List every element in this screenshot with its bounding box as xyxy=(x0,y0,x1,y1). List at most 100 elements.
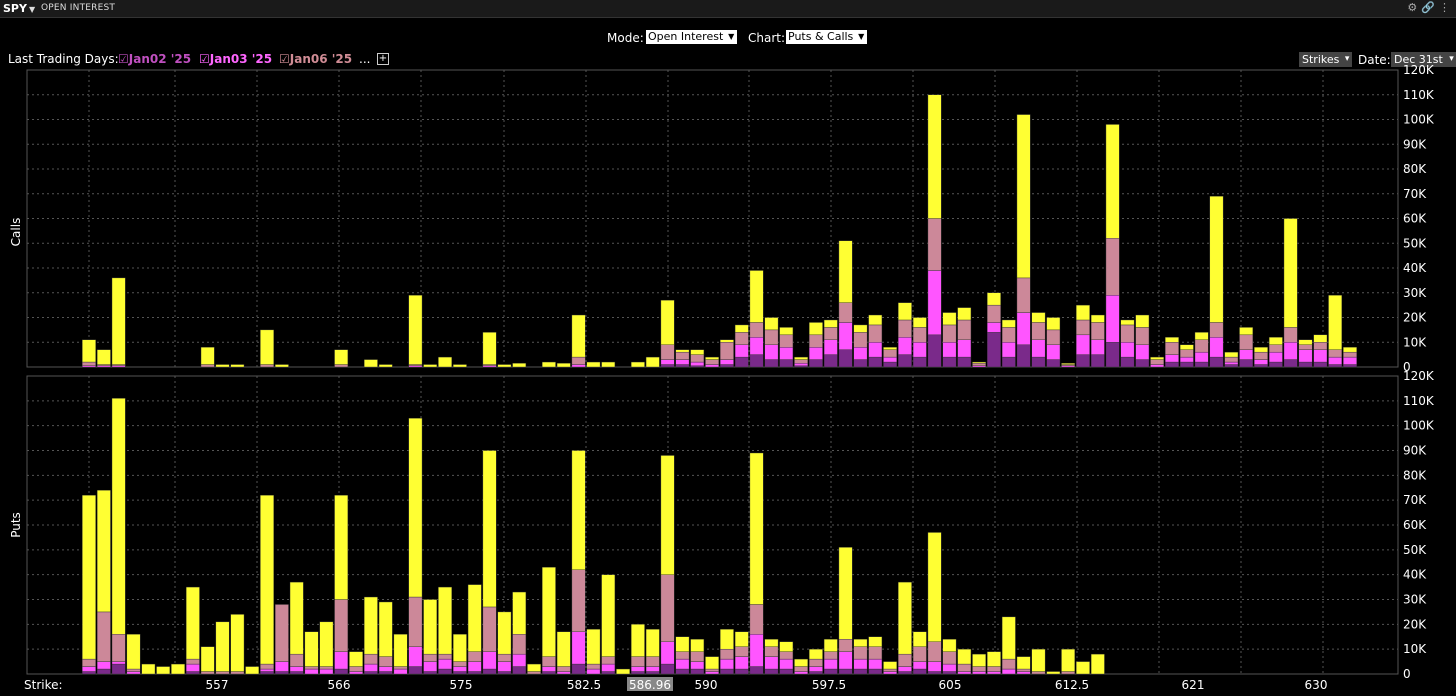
strikes-dropdown[interactable]: Strikes xyxy=(1299,52,1353,67)
bar-puts-595-seg3[interactable] xyxy=(779,641,794,652)
bar-puts-609-seg2[interactable] xyxy=(987,666,1001,672)
bar-puts-592-seg1[interactable] xyxy=(734,656,749,670)
bar-puts-565-seg0[interactable] xyxy=(334,668,349,675)
bar-calls-590-seg1[interactable] xyxy=(705,364,719,368)
bar-puts-548-seg1[interactable] xyxy=(82,666,96,672)
bar-puts-590-seg3[interactable] xyxy=(705,656,719,670)
bar-calls-611-seg2[interactable] xyxy=(1016,277,1031,313)
bar-puts-577-seg3[interactable] xyxy=(512,591,527,635)
bar-puts-596-seg1[interactable] xyxy=(794,671,808,675)
bar-calls-606-seg3[interactable] xyxy=(942,312,957,326)
bar-calls-560-seg3[interactable] xyxy=(260,329,274,365)
bar-calls-605-seg2[interactable] xyxy=(927,218,942,271)
bar-puts-608-seg2[interactable] xyxy=(972,666,986,672)
bar-puts-607-seg2[interactable] xyxy=(957,663,972,672)
bar-puts-597-seg0[interactable] xyxy=(809,671,823,675)
bar-calls-575-seg3[interactable] xyxy=(482,332,497,365)
bar-puts-594-seg0[interactable] xyxy=(764,668,779,675)
bar-puts-592-seg2[interactable] xyxy=(734,646,749,657)
bar-calls-599-seg0[interactable] xyxy=(838,349,853,368)
bar-puts-549-seg3[interactable] xyxy=(96,490,111,613)
bar-calls-628-seg0[interactable] xyxy=(1268,361,1283,368)
bar-puts-558-seg2[interactable] xyxy=(230,671,245,675)
bar-puts-593-seg2[interactable] xyxy=(749,604,764,635)
bar-calls-612-seg1[interactable] xyxy=(1031,339,1046,358)
ticker-selector[interactable]: SPY ▼ xyxy=(3,2,35,15)
bar-puts-583-seg3[interactable] xyxy=(601,574,616,657)
bar-calls-629-seg2[interactable] xyxy=(1283,327,1298,343)
bar-calls-610-seg3[interactable] xyxy=(1001,319,1016,328)
bar-puts-589-seg3[interactable] xyxy=(690,639,705,652)
bar-puts-583-seg1[interactable] xyxy=(601,663,616,672)
bar-puts-572-seg0[interactable] xyxy=(438,668,452,675)
bar-puts-583-seg0[interactable] xyxy=(601,671,616,675)
bar-calls-568-seg3[interactable] xyxy=(378,364,393,368)
bar-calls-630-seg0[interactable] xyxy=(1298,361,1313,368)
bar-calls-607-seg2[interactable] xyxy=(957,319,972,340)
bar-calls-609-seg1[interactable] xyxy=(987,322,1001,333)
bar-puts-597-seg1[interactable] xyxy=(809,666,823,672)
bar-puts-596-seg2[interactable] xyxy=(794,666,808,672)
bar-puts-555-seg3[interactable] xyxy=(185,586,200,660)
bar-puts-576-seg2[interactable] xyxy=(497,653,512,662)
bar-calls-573-seg3[interactable] xyxy=(453,364,467,368)
bar-puts-583-seg2[interactable] xyxy=(601,656,616,665)
bar-puts-601-seg0[interactable] xyxy=(868,668,883,675)
bar-calls-618-seg1[interactable] xyxy=(1120,342,1135,358)
bar-puts-575-seg3[interactable] xyxy=(482,450,497,608)
bar-calls-630-seg1[interactable] xyxy=(1298,349,1313,363)
bar-puts-600-seg3[interactable] xyxy=(853,639,868,647)
bar-calls-613-seg0[interactable] xyxy=(1046,359,1061,368)
bar-puts-566-seg1[interactable] xyxy=(349,671,363,675)
bar-puts-579-seg2[interactable] xyxy=(542,656,556,667)
day-toggle-jan06[interactable]: ☑Jan06 '25 xyxy=(279,52,353,66)
bar-calls-621-seg2[interactable] xyxy=(1165,342,1179,355)
bar-puts-566-seg3[interactable] xyxy=(349,651,363,667)
bar-calls-548-seg2[interactable] xyxy=(82,361,96,366)
bar-puts-587-seg0[interactable] xyxy=(660,663,675,675)
bar-puts-572-seg3[interactable] xyxy=(438,586,452,655)
bar-puts-560-seg1[interactable] xyxy=(260,668,274,672)
bar-puts-589-seg1[interactable] xyxy=(690,661,705,670)
bar-puts-554-seg3[interactable] xyxy=(171,663,185,675)
bar-puts-569-seg3[interactable] xyxy=(393,634,408,667)
bar-puts-550-seg1[interactable] xyxy=(111,661,126,665)
bar-calls-612-seg3[interactable] xyxy=(1031,312,1046,323)
bar-calls-631-seg0[interactable] xyxy=(1313,361,1328,368)
bar-calls-626-seg0[interactable] xyxy=(1239,359,1254,368)
bar-puts-564-seg3[interactable] xyxy=(319,621,334,667)
bar-puts-590-seg2[interactable] xyxy=(705,668,719,672)
bar-puts-596-seg3[interactable] xyxy=(794,658,808,667)
bar-puts-597-seg3[interactable] xyxy=(809,648,823,660)
bar-calls-606-seg2[interactable] xyxy=(942,324,957,343)
bar-puts-579-seg0[interactable] xyxy=(542,671,556,675)
bar-calls-630-seg3[interactable] xyxy=(1298,339,1313,345)
bar-calls-615-seg0[interactable] xyxy=(1076,354,1090,368)
bar-calls-558-seg3[interactable] xyxy=(230,364,245,368)
bar-puts-553-seg3[interactable] xyxy=(156,666,171,675)
bar-puts-606-seg3[interactable] xyxy=(942,639,957,652)
bar-calls-633-seg2[interactable] xyxy=(1343,351,1357,358)
bar-calls-585-seg3[interactable] xyxy=(631,361,645,368)
bar-calls-592-seg2[interactable] xyxy=(734,332,749,345)
bar-calls-602-seg2[interactable] xyxy=(883,349,897,358)
bar-puts-548-seg2[interactable] xyxy=(82,658,96,667)
bar-calls-626-seg3[interactable] xyxy=(1239,327,1254,336)
bar-calls-620-seg3[interactable] xyxy=(1150,356,1165,360)
bar-puts-566-seg2[interactable] xyxy=(349,666,363,672)
bar-calls-577-seg3[interactable] xyxy=(512,363,527,368)
bar-calls-548-seg3[interactable] xyxy=(82,339,96,363)
bar-calls-588-seg0[interactable] xyxy=(675,364,690,368)
bar-puts-555-seg2[interactable] xyxy=(185,658,200,665)
bar-puts-576-seg0[interactable] xyxy=(497,671,512,675)
bar-calls-571-seg3[interactable] xyxy=(423,364,438,368)
bar-puts-581-seg3[interactable] xyxy=(571,450,586,570)
bar-puts-585-seg0[interactable] xyxy=(631,671,645,675)
bar-calls-603-seg0[interactable] xyxy=(898,354,912,368)
bar-puts-574-seg0[interactable] xyxy=(467,671,482,675)
bar-calls-626-seg1[interactable] xyxy=(1239,349,1254,360)
bar-puts-593-seg3[interactable] xyxy=(749,452,764,605)
bar-calls-592-seg0[interactable] xyxy=(734,356,749,368)
bar-puts-607-seg1[interactable] xyxy=(957,671,972,675)
bar-puts-570-seg3[interactable] xyxy=(408,418,423,598)
